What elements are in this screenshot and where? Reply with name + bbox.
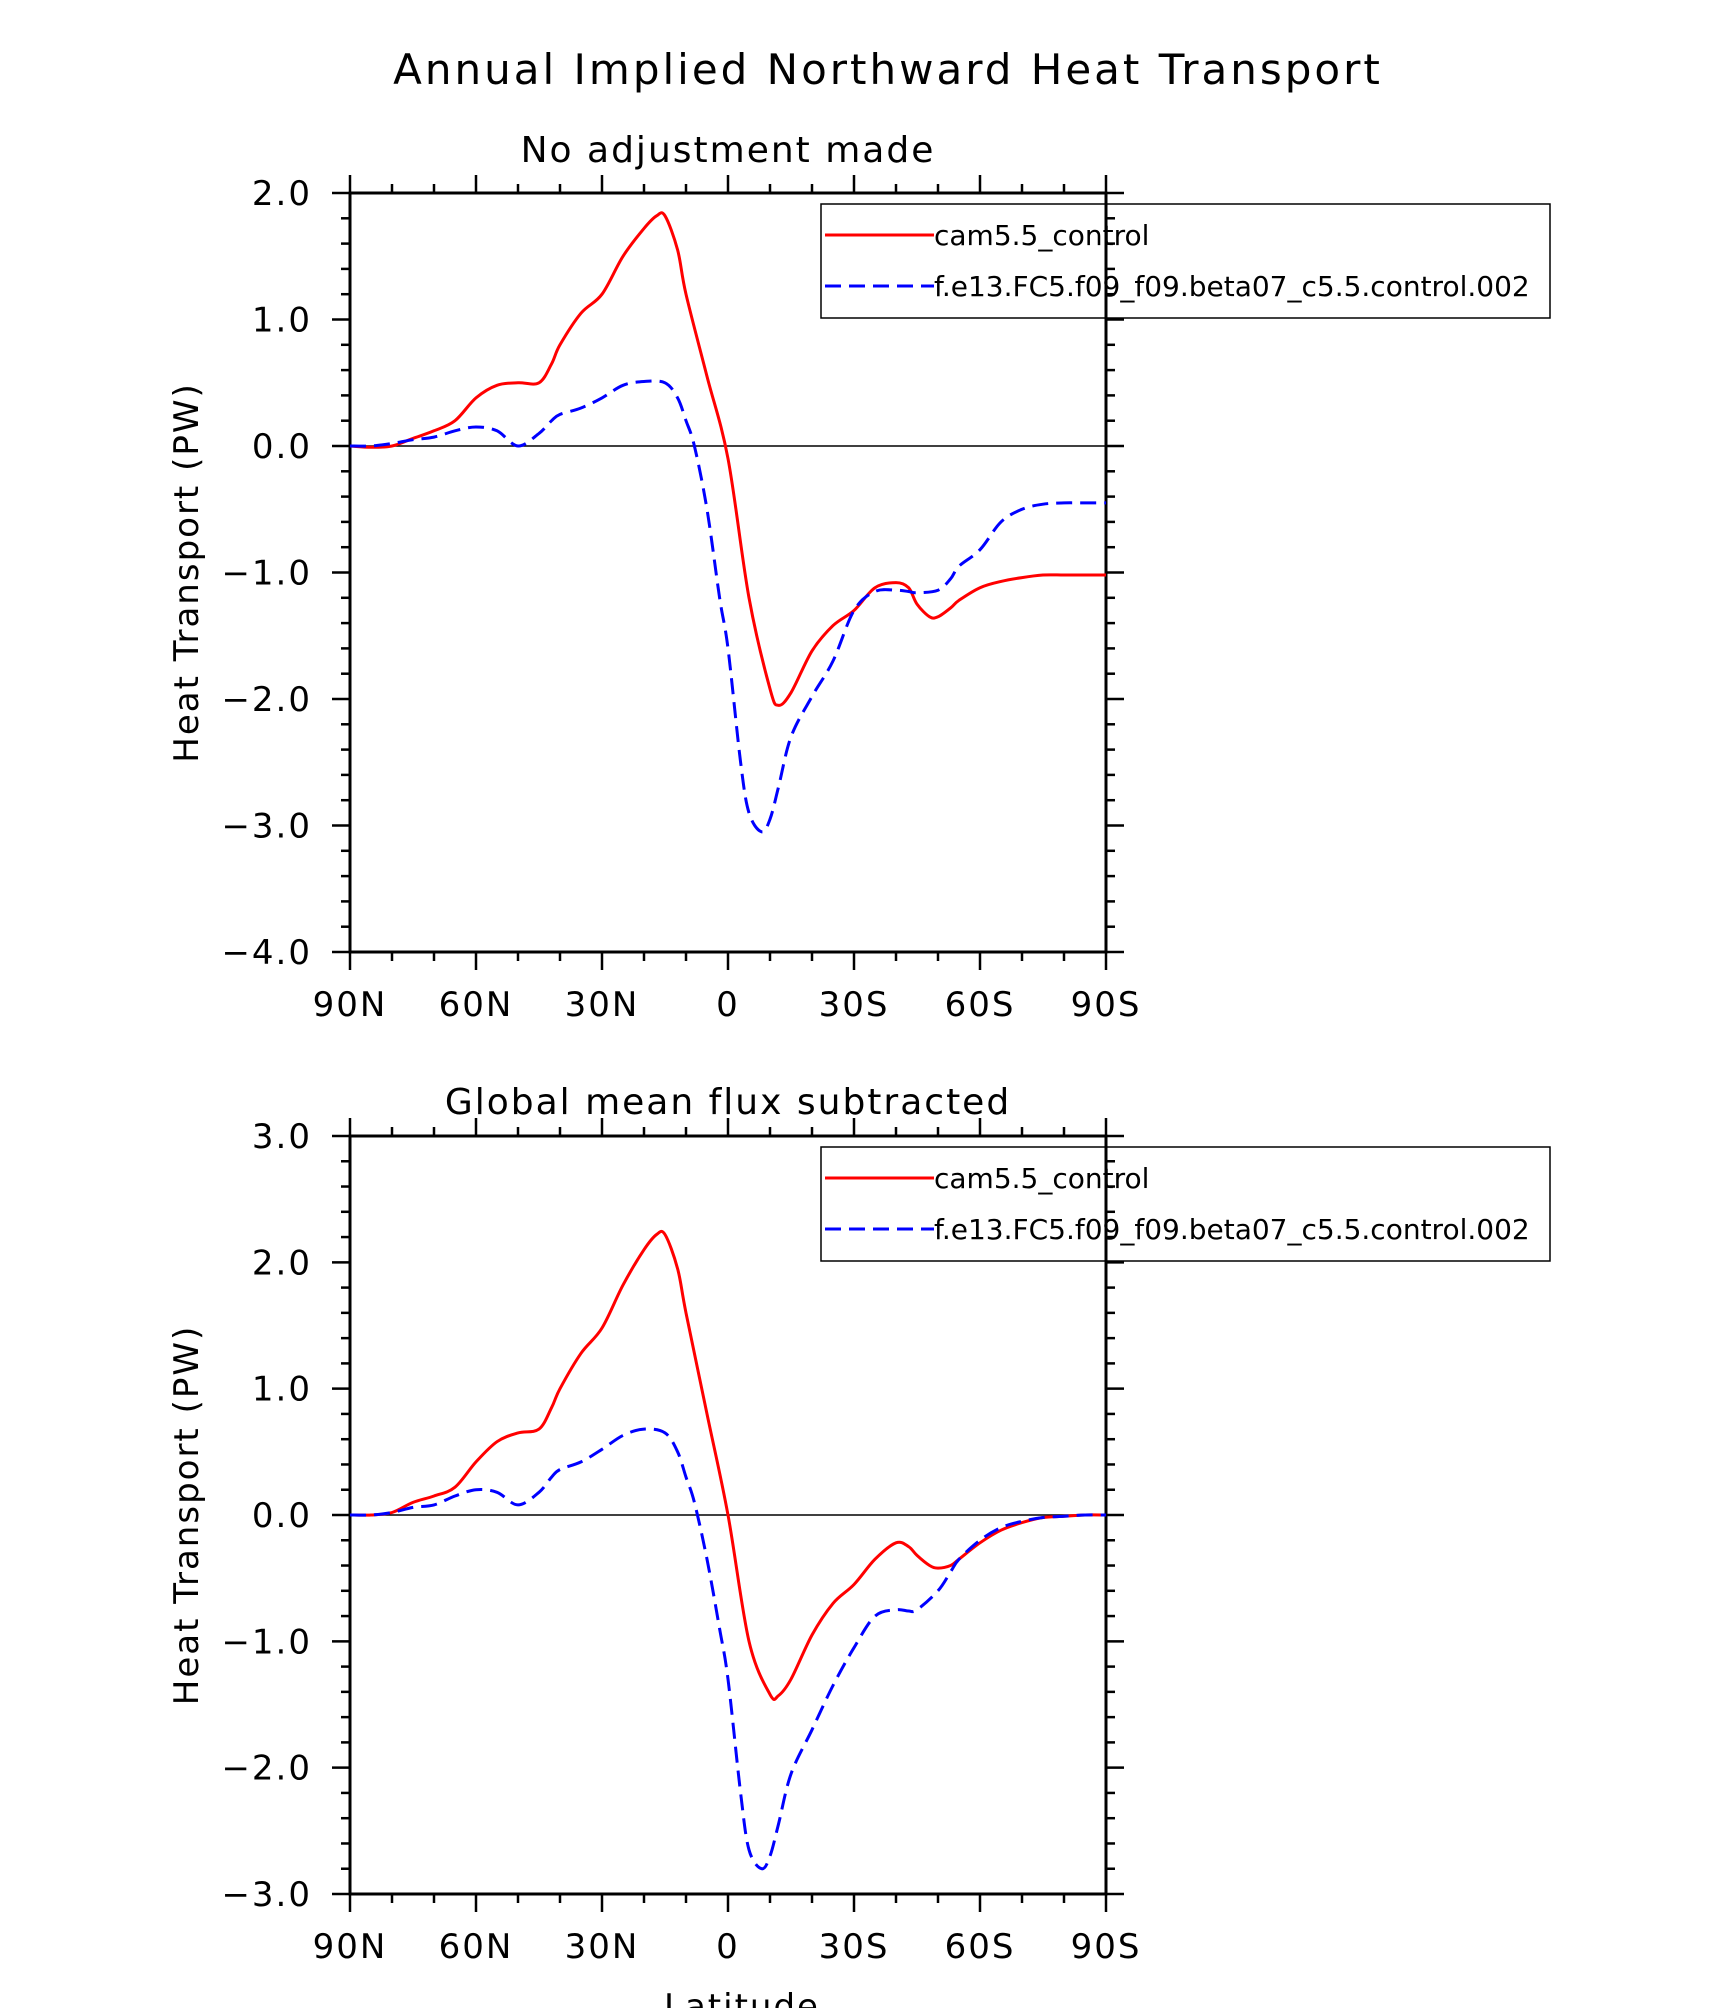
panel-title: No adjustment made <box>521 130 936 171</box>
y-tick-label: −3.0 <box>221 807 312 847</box>
series-line-f-e13-control-002 <box>349 379 1106 834</box>
y-tick-label: −2.0 <box>221 1749 312 1789</box>
y-axis-label: Heat Transport (PW) <box>167 1325 207 1705</box>
panel-title: Global mean flux subtracted <box>445 1082 1011 1123</box>
legend: cam5.5_control f.e13.FC5.f09_f09.beta07_c… <box>820 1146 1551 1262</box>
x-tick-label: 90S <box>1071 1927 1142 1967</box>
y-tick-label: −1.0 <box>221 1622 312 1662</box>
y-tick-label: −1.0 <box>221 554 312 594</box>
x-tick-label: 30S <box>819 985 890 1025</box>
plot-frame <box>348 191 1108 954</box>
legend-box <box>820 1146 1551 1262</box>
y-tick-label: 0.0 <box>252 1496 312 1536</box>
x-tick-label: 30N <box>565 985 640 1025</box>
y-axis-label: Heat Transport (PW) <box>167 382 207 762</box>
x-tick-label: 60N <box>439 985 514 1025</box>
y-tick-label: 3.0 <box>252 1117 312 1157</box>
y-tick-label: −2.0 <box>221 680 312 720</box>
y-tick-label: 1.0 <box>252 301 312 341</box>
y-tick-label: 1.0 <box>252 1370 312 1410</box>
x-tick-label: 60N <box>439 1927 514 1967</box>
x-tick-label: 60S <box>945 1927 1016 1967</box>
legend-entry: f.e13.FC5.f09_f09.beta07_c5.5.control.00… <box>934 1213 1530 1246</box>
x-tick-label: 60S <box>945 985 1016 1025</box>
series-line-cam5-5-control <box>349 211 1106 707</box>
y-tick-label: −4.0 <box>221 933 312 973</box>
panel-top: No adjustment made 90N 60N 30N 0 30S 60S 90S 2.0… <box>167 130 1551 1025</box>
x-tick-label: 90N <box>313 985 388 1025</box>
legend: cam5.5_control f.e13.FC5.f09_f09.beta07_c… <box>820 203 1551 319</box>
y-tick-label: 0.0 <box>252 427 312 467</box>
legend-box <box>820 203 1551 319</box>
legend-entry: cam5.5_control <box>934 1162 1149 1195</box>
x-tick-label: 90N <box>313 1927 388 1967</box>
x-tick-label: 30S <box>819 1927 890 1967</box>
legend-entry: cam5.5_control <box>934 219 1149 252</box>
x-tick-label: 30N <box>565 1927 640 1967</box>
y-tick-label: 2.0 <box>252 174 312 214</box>
figure-title: Annual Implied Northward Heat Transport <box>393 45 1383 94</box>
x-tick-label: 0 <box>716 1927 740 1967</box>
panel-bottom: Global mean flux subtracted 90N 60N 30N 0 30S… <box>167 1082 1551 1967</box>
y-tick-label: 2.0 <box>252 1243 312 1283</box>
x-axis-label: Latitude <box>664 1987 820 2008</box>
series-line-f-e13-control-002 <box>349 1427 1107 1871</box>
y-tick-label: −3.0 <box>221 1875 312 1915</box>
legend-entry: f.e13.FC5.f09_f09.beta07_c5.5.control.00… <box>934 270 1530 303</box>
series-line-cam5-5-control <box>349 1229 1107 1701</box>
x-tick-label: 0 <box>716 985 740 1025</box>
x-tick-label: 90S <box>1071 985 1142 1025</box>
